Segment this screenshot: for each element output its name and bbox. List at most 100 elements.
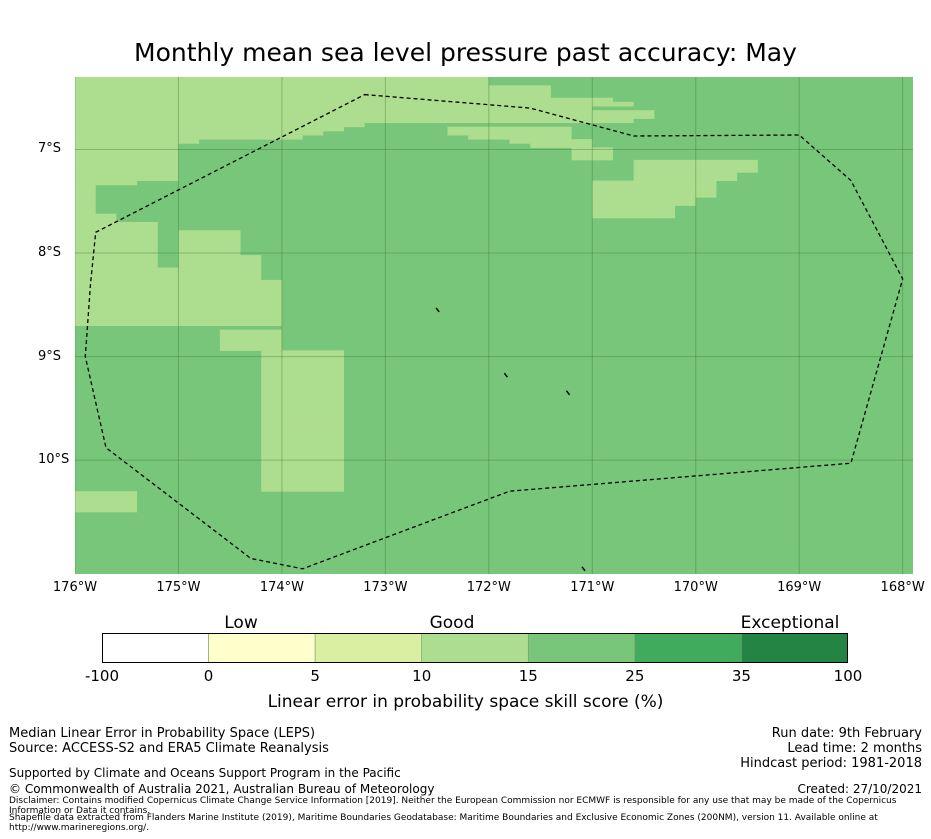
skill-cell-10-15 <box>75 197 96 202</box>
skill-cell-10-15 <box>75 85 551 90</box>
colorbar-frame <box>102 633 848 663</box>
skill-cell-10-15 <box>178 263 262 269</box>
skill-cell-10-15 <box>261 366 344 372</box>
skill-cell-10-15 <box>178 292 282 298</box>
skill-cell-10-15 <box>178 284 282 289</box>
skill-cell-10-15 <box>75 134 303 140</box>
skill-cell-10-15 <box>530 143 593 148</box>
skill-cell-10-15 <box>75 267 200 273</box>
skill-cell-10-15 <box>261 470 344 476</box>
skill-cell-10-15 <box>509 139 593 144</box>
footer-support: Supported by Climate and Oceans Support … <box>9 766 401 780</box>
skill-cell-10-15 <box>261 445 344 451</box>
skill-cell-10-15 <box>261 462 344 467</box>
footer-run-date: Run date: 9th February <box>771 726 922 741</box>
skill-cell-10-15 <box>75 275 220 281</box>
skill-cell-10-15 <box>178 255 262 260</box>
skill-cell-10-15 <box>468 134 572 140</box>
longitude-tick: 173°W <box>363 580 408 595</box>
skill-cell-10-15 <box>75 201 96 206</box>
skill-cell-10-15 <box>75 250 158 256</box>
skill-cell-10-15 <box>447 126 572 132</box>
skill-cell-10-15 <box>261 487 344 492</box>
chart-title: Monthly mean sea level pressure past acc… <box>134 38 797 67</box>
skill-cell-10-15 <box>592 205 676 211</box>
skill-cell-10-15 <box>571 155 613 161</box>
skill-cell-10-15 <box>261 371 344 376</box>
skill-cell-10-15 <box>592 197 696 202</box>
skill-cell-10-15 <box>178 321 282 326</box>
skill-cell-10-15 <box>261 478 344 484</box>
skill-cell-10-15 <box>219 342 282 347</box>
island <box>503 372 509 378</box>
skill-cell-10-15 <box>633 176 738 182</box>
colorbar-segment <box>741 633 848 663</box>
skill-cell-10-15 <box>75 209 96 215</box>
island <box>565 390 571 396</box>
skill-cell-10-15 <box>178 275 262 281</box>
skill-cell-10-15 <box>75 130 324 136</box>
colorbar-tick: 25 <box>625 667 645 685</box>
skill-cell-10-15 <box>261 354 344 360</box>
skill-cell-10-15 <box>75 172 179 177</box>
skill-cell-10-15 <box>261 387 344 393</box>
skill-cell-10-15 <box>75 507 138 513</box>
skill-cell-10-15 <box>261 416 344 422</box>
skill-cell-10-15 <box>592 213 676 219</box>
skill-cell-10-15 <box>261 453 344 459</box>
latitude-tick: 9°S <box>38 348 62 364</box>
skill-cell-10-15 <box>75 234 158 240</box>
skill-map <box>75 77 913 574</box>
colorbar-tick: 0 <box>203 667 214 685</box>
skill-cell-10-15 <box>75 263 158 269</box>
skill-cell-10-15 <box>178 238 241 244</box>
skill-cell-10-15 <box>75 139 200 144</box>
colorbar-segment <box>421 633 529 663</box>
skill-cell-10-15 <box>178 271 262 277</box>
skill-cell-10-15 <box>633 168 758 173</box>
skill-cell-10-15 <box>281 110 365 115</box>
colorbar-tick: 35 <box>731 667 751 685</box>
skill-cell-10-15 <box>75 126 344 132</box>
skill-cell-10-15 <box>75 143 179 148</box>
skill-cell-10-15 <box>178 234 241 240</box>
skill-cell-10-15 <box>75 81 489 86</box>
longitude-tick: 172°W <box>466 580 511 595</box>
skill-cell-10-15 <box>75 122 365 128</box>
skill-cell-10-15 <box>75 180 138 186</box>
skill-cell-10-15 <box>75 192 96 198</box>
eez-boundary <box>84 93 904 570</box>
skill-cell-10-15 <box>261 449 344 455</box>
tier-good: Good <box>429 613 475 633</box>
skill-cell-10-15 <box>178 246 241 252</box>
skill-cell-10-15 <box>178 308 282 314</box>
latitude-tick: 7°S <box>38 141 62 157</box>
colorbar-tick: 15 <box>518 667 538 685</box>
skill-cell-10-15 <box>75 155 179 161</box>
longitude-tick: 174°W <box>259 580 304 595</box>
skill-cell-10-15 <box>75 255 158 260</box>
skill-cell-10-15 <box>178 242 241 248</box>
skill-cell-10-15 <box>178 267 262 273</box>
skill-cell-10-15 <box>75 242 158 248</box>
skill-cell-10-15 <box>75 499 138 505</box>
skill-cell-10-15 <box>75 503 138 509</box>
skill-cell-10-15 <box>178 279 282 285</box>
skill-cell-10-15 <box>261 441 344 447</box>
skill-cell-10-15 <box>219 337 282 343</box>
footer-source: Source: ACCESS-S2 and ERA5 Climate Reana… <box>9 741 329 756</box>
footer-hindcast: Hindcast period: 1981-2018 <box>740 756 922 771</box>
colorbar-segment <box>208 633 316 663</box>
island <box>581 566 586 572</box>
skill-cell-10-15 <box>75 176 179 182</box>
skill-cell-10-15 <box>75 114 655 119</box>
colorbar-tiers: Low Good Exceptional <box>0 613 931 635</box>
skill-cell-10-15 <box>571 147 613 153</box>
skill-cell-10-15 <box>261 408 344 413</box>
skill-cell-10-15 <box>75 97 613 103</box>
skill-cell-10-15 <box>75 159 179 165</box>
skill-cell-10-15 <box>75 495 138 500</box>
skill-cell-10-15 <box>261 412 344 418</box>
skill-cell-10-15 <box>178 230 241 235</box>
longitude-tick: 175°W <box>156 580 201 595</box>
